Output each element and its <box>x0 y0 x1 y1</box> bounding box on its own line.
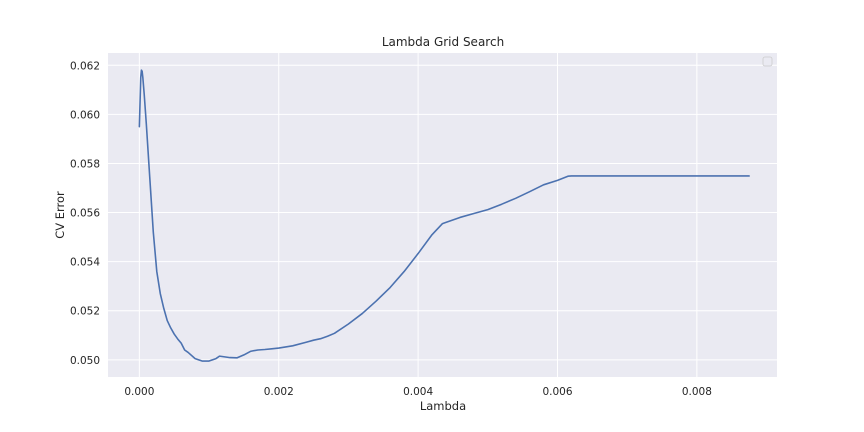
x-tick-label: 0.002 <box>264 386 294 398</box>
chart-title: Lambda Grid Search <box>382 35 504 49</box>
x-tick-label: 0.008 <box>682 386 712 398</box>
x-tick-label: 0.000 <box>124 386 154 398</box>
y-tick-label: 0.058 <box>70 158 100 170</box>
y-tick-label: 0.060 <box>70 109 100 121</box>
x-tick-label: 0.004 <box>403 386 433 398</box>
y-tick-label: 0.052 <box>70 306 100 318</box>
y-axis-label: CV Error <box>53 191 67 239</box>
legend-box <box>762 56 773 67</box>
plot-background <box>108 53 777 377</box>
grid-lines <box>108 53 777 377</box>
series-line-cv-error <box>138 69 750 362</box>
y-tick-label: 0.056 <box>70 208 100 220</box>
x-axis-label: Lambda <box>420 399 466 413</box>
tick-labels: 0.000 0.002 0.004 0.006 0.008 0.050 0.052 0.054… <box>70 60 712 398</box>
y-tick-label: 0.062 <box>70 60 100 72</box>
y-tick-label: 0.050 <box>70 355 100 367</box>
y-tick-label: 0.054 <box>70 257 100 269</box>
x-tick-label: 0.006 <box>542 386 572 398</box>
